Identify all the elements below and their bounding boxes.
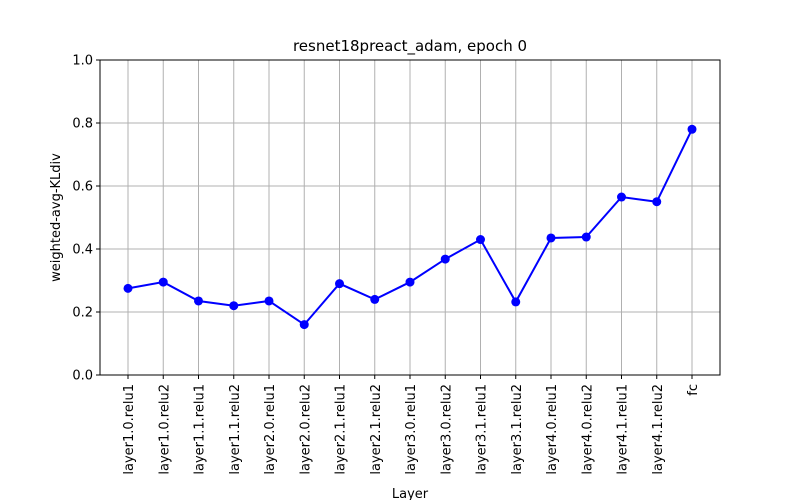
x-tick-label: layer3.0.relu1 bbox=[404, 384, 419, 475]
x-tick-label: layer1.1.relu2 bbox=[228, 384, 243, 475]
x-tick-label: layer1.0.relu1 bbox=[122, 384, 137, 475]
y-axis-label: weighted-avg-KLdiv bbox=[49, 153, 64, 282]
data-point bbox=[652, 197, 662, 207]
axes: layer1.0.relu1 layer1.0.relu2 layer1.1.rel… bbox=[72, 54, 701, 475]
data-series bbox=[123, 124, 697, 330]
x-tick-label: layer2.1.relu2 bbox=[369, 384, 384, 475]
x-tick-label: layer3.1.relu1 bbox=[475, 384, 490, 475]
x-tick-label: layer2.0.relu1 bbox=[263, 384, 278, 475]
data-point bbox=[370, 294, 380, 304]
data-point bbox=[687, 124, 697, 134]
data-point bbox=[617, 192, 626, 202]
y-tick-label: 0.4 bbox=[72, 243, 93, 258]
x-tick-label: layer4.1.relu1 bbox=[616, 384, 631, 475]
data-point bbox=[581, 232, 591, 242]
data-point bbox=[123, 283, 133, 293]
x-tick-label: fc bbox=[686, 384, 701, 396]
y-tick-label: 0.8 bbox=[72, 117, 93, 132]
y-tick-label: 1.0 bbox=[72, 54, 93, 69]
x-tick-label: layer4.0.relu2 bbox=[580, 384, 595, 475]
data-point bbox=[476, 235, 485, 245]
data-point bbox=[511, 297, 521, 307]
chart-title: resnet18preact_adam, epoch 0 bbox=[293, 37, 527, 56]
y-tick-label: 0.2 bbox=[72, 306, 93, 321]
x-tick-label: layer2.0.relu2 bbox=[298, 384, 313, 475]
data-point bbox=[440, 254, 450, 264]
x-tick-label: layer2.1.relu1 bbox=[334, 384, 349, 475]
x-tick-label: layer1.1.relu1 bbox=[193, 384, 208, 475]
y-tick-label: 0.6 bbox=[72, 180, 93, 195]
data-point bbox=[405, 277, 415, 287]
data-point bbox=[194, 296, 203, 306]
data-point bbox=[299, 320, 309, 330]
x-tick-label: layer3.0.relu2 bbox=[439, 384, 454, 475]
data-point bbox=[264, 296, 274, 306]
x-tick-label: layer1.0.relu2 bbox=[157, 384, 172, 475]
y-tick-label: 0.0 bbox=[72, 369, 93, 384]
x-tick-label: layer4.1.relu2 bbox=[651, 384, 666, 475]
data-point bbox=[229, 301, 239, 311]
data-point bbox=[158, 277, 168, 287]
x-tick-label: layer3.1.relu2 bbox=[510, 384, 525, 475]
x-tick-label: layer4.0.relu1 bbox=[545, 384, 560, 475]
x-axis-label: Layer bbox=[392, 487, 429, 500]
grid bbox=[100, 60, 720, 375]
data-point bbox=[546, 233, 556, 243]
data-point bbox=[335, 279, 344, 289]
